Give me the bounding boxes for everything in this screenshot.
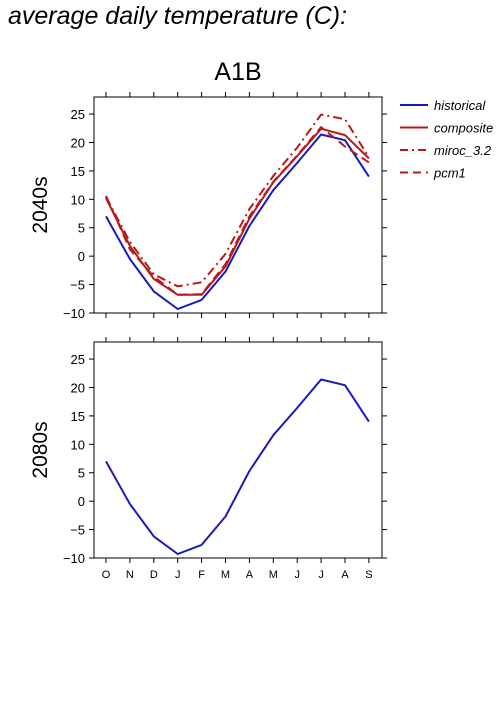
chart-panels: −10 −5 0 5 10 15 20 25 2040s −10 −5 0 5 10 15 20 25 O N D J F… [29,92,387,581]
plot-frame [93,96,383,314]
y-tick-label: 25 [71,352,85,367]
x-tick-label: D [150,569,158,581]
y-tick-label: −10 [63,551,85,566]
x-tick-label: J [318,569,324,581]
x-tick-label: A [341,569,349,581]
series-line-historical [105,378,370,555]
x-tick-label: S [365,569,372,581]
series-line-historical [105,133,370,310]
y-tick-label: −10 [63,306,85,321]
panel-label-2040s: 2040s [29,176,52,233]
x-tick-label: J [294,569,300,581]
y-tick-label: 15 [71,409,85,424]
y-tick-label: 0 [78,494,85,509]
x-tick-label: O [102,569,111,581]
y-tick-label: 10 [71,192,85,207]
chart-panel-2080s: −10 −5 0 5 10 15 20 25 O N D J F M A M J J A S 2080s [29,337,387,581]
series-line-miroc-3-2 [105,113,370,288]
chart-legend: historical composite miroc_3.2 pcm1 [400,98,493,181]
y-tick-label: −5 [70,278,85,293]
y-tick-label: 25 [71,107,85,122]
series-line-pcm1 [105,126,370,296]
x-tick-label: F [198,569,205,581]
y-tick-label: 0 [78,249,85,264]
y-tick-label: 5 [78,466,85,481]
legend-label: miroc_3.2 [434,143,492,158]
x-tick-label: M [269,569,278,581]
series-line-composite [105,127,370,296]
y-tick-label: 10 [71,437,85,452]
y-tick-label: −5 [70,523,85,538]
y-tick-label: 15 [71,164,85,179]
x-tick-label: J [175,569,181,581]
legend-label: composite [434,121,493,136]
x-tick-label: A [246,569,254,581]
chart-panel-2040s: −10 −5 0 5 10 15 20 25 2040s [29,92,387,321]
y-tick-label: 5 [78,221,85,236]
x-tick-label: N [126,569,134,581]
panel-label-2080s: 2080s [29,421,52,478]
y-tick-label: 20 [71,380,85,395]
x-tick-label: M [221,569,230,581]
scenario-title: A1B [214,58,261,86]
y-tick-label: 20 [71,135,85,150]
legend-label: historical [434,98,486,113]
plot-frame [93,341,383,559]
figure-title: average daily temperature (C): [8,2,348,30]
legend-label: pcm1 [433,166,466,181]
